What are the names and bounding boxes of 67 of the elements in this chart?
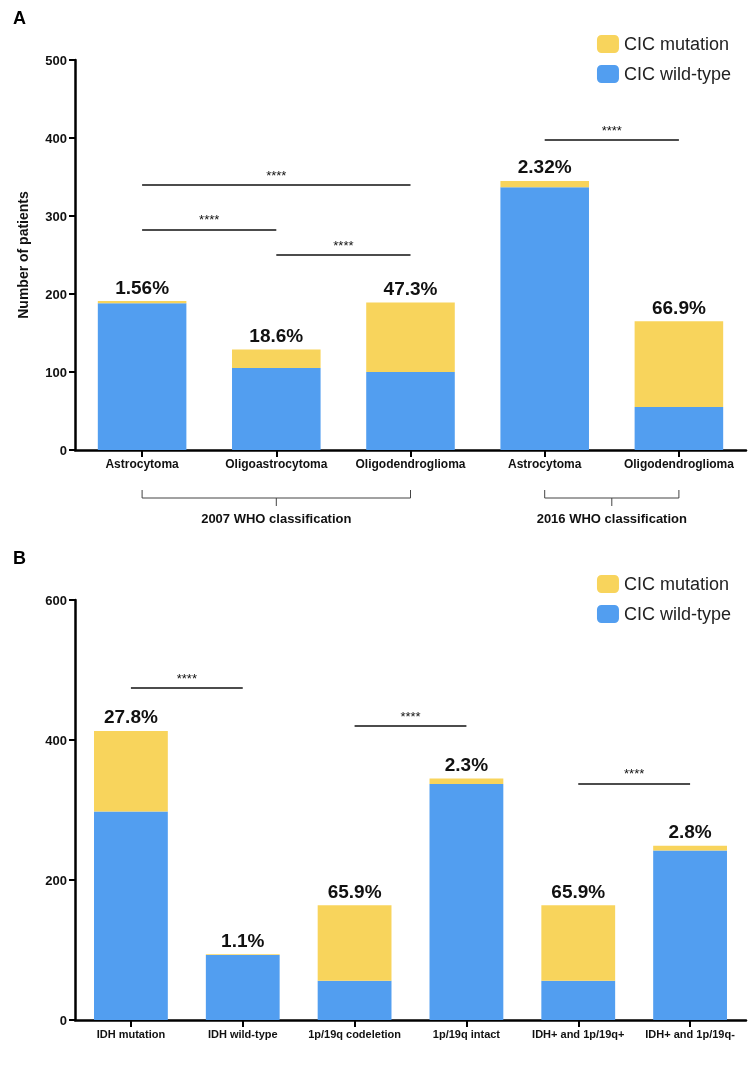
annotation: 2.32% bbox=[517, 156, 572, 178]
annotation: **** bbox=[176, 670, 197, 686]
bar bbox=[205, 954, 280, 1020]
chart-title: B bbox=[13, 548, 26, 568]
bar bbox=[500, 180, 589, 188]
legend-label: CIC mutation bbox=[623, 34, 730, 54]
annotation: 2.8% bbox=[668, 821, 712, 843]
bar bbox=[653, 850, 727, 1020]
annotation: **** bbox=[400, 709, 421, 724]
annotation: **** bbox=[266, 167, 287, 183]
bar bbox=[634, 321, 724, 408]
x-tick-label: Astrocytoma bbox=[508, 457, 582, 471]
annotation: 18.6% bbox=[249, 324, 304, 346]
x-tick-label: 1p/19q codeletion bbox=[308, 1027, 402, 1040]
x-tick-label: Oligodendroglioma bbox=[623, 457, 735, 471]
x-tick-label: IDH+ and 1p/19q+ bbox=[532, 1027, 625, 1040]
y-tick-label: 0 bbox=[59, 1012, 67, 1028]
annotation: **** bbox=[624, 766, 645, 782]
bar bbox=[232, 349, 321, 369]
bar bbox=[232, 368, 321, 450]
bar bbox=[366, 302, 455, 372]
bar bbox=[500, 187, 589, 450]
y-tick-label: 500 bbox=[45, 52, 67, 68]
y-tick-label: 600 bbox=[45, 592, 67, 608]
bar bbox=[94, 730, 168, 812]
y-tick-label: 400 bbox=[45, 130, 67, 146]
text: 2016 WHO classification bbox=[536, 511, 687, 526]
annotation: 27.8% bbox=[103, 706, 158, 728]
text: 2007 WHO classification bbox=[201, 511, 352, 526]
annotation: 1.1% bbox=[221, 929, 265, 951]
y-tick-label: 100 bbox=[45, 364, 67, 380]
y-tick-label: 200 bbox=[45, 872, 67, 888]
y-tick-label: 200 bbox=[45, 286, 67, 302]
x-tick-label: Oligodendroglioma bbox=[355, 457, 466, 471]
y-tick-label: 400 bbox=[45, 732, 67, 748]
bar bbox=[317, 980, 392, 1020]
annotation: **** bbox=[601, 122, 622, 138]
bar bbox=[541, 905, 616, 981]
annotation: 65.9% bbox=[551, 880, 606, 902]
y-axis-title: Number of patients bbox=[15, 191, 31, 319]
annotation: 1.56% bbox=[115, 276, 170, 298]
annotation: 47.3% bbox=[383, 278, 438, 300]
legend-label: CIC mutation bbox=[623, 574, 730, 594]
annotation: 65.9% bbox=[327, 880, 382, 902]
x-tick-label: IDH mutation bbox=[96, 1027, 166, 1040]
legend-label: CIC wild-type bbox=[623, 604, 732, 624]
x-tick-label: IDH wild-type bbox=[207, 1027, 278, 1040]
x-tick-label: Oligoastrocytoma bbox=[225, 457, 328, 471]
bar bbox=[366, 372, 455, 450]
y-tick-label: 300 bbox=[45, 208, 67, 224]
x-tick-label: 1p/19q intact bbox=[432, 1027, 501, 1040]
annotation: **** bbox=[333, 238, 354, 253]
bar bbox=[429, 784, 504, 1020]
annotation: **** bbox=[199, 212, 220, 228]
annotation: 66.9% bbox=[651, 296, 706, 318]
x-tick-label: IDH+ and 1p/19q- bbox=[645, 1027, 736, 1040]
bar bbox=[317, 905, 392, 981]
x-tick-label: Astrocytoma bbox=[105, 457, 180, 471]
chart-title: A bbox=[13, 8, 26, 28]
bar bbox=[541, 980, 616, 1020]
bar bbox=[634, 407, 724, 450]
bar bbox=[97, 303, 187, 450]
legend-label: CIC wild-type bbox=[623, 64, 732, 84]
y-tick-label: 0 bbox=[59, 442, 67, 458]
bar bbox=[653, 845, 727, 851]
annotation: 2.3% bbox=[444, 754, 489, 775]
bar bbox=[94, 811, 168, 1020]
